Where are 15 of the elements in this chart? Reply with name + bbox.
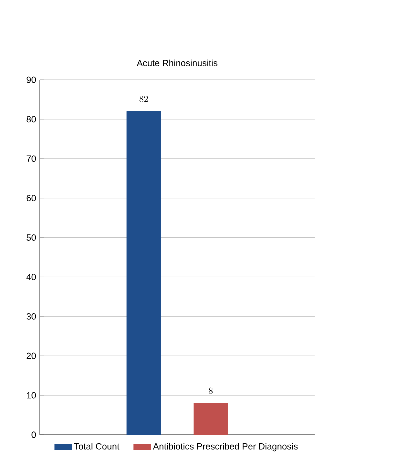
y-tick-label: 50 [26, 234, 36, 241]
y-tick-label: 20 [26, 352, 36, 360]
y-tick-label: 60 [26, 195, 36, 202]
data-label: 8 [209, 388, 213, 394]
y-tick-label: 10 [27, 392, 36, 399]
y-tick-label: 0 [32, 432, 36, 438]
legend-label: Total Count [74, 443, 120, 450]
chart-title: Acute Rhinosinusitis [136, 60, 218, 66]
y-tick-label: 40 [26, 274, 36, 280]
y-tick-label: 90 [26, 76, 36, 84]
y-tick-label: 30 [26, 313, 36, 320]
y-tick-label: 70 [26, 156, 36, 162]
y-tick-label: 80 [26, 116, 36, 123]
legend-label: Antibiotics Prescribed Per Diagnosis [153, 443, 298, 452]
data-label: 82 [140, 96, 148, 102]
